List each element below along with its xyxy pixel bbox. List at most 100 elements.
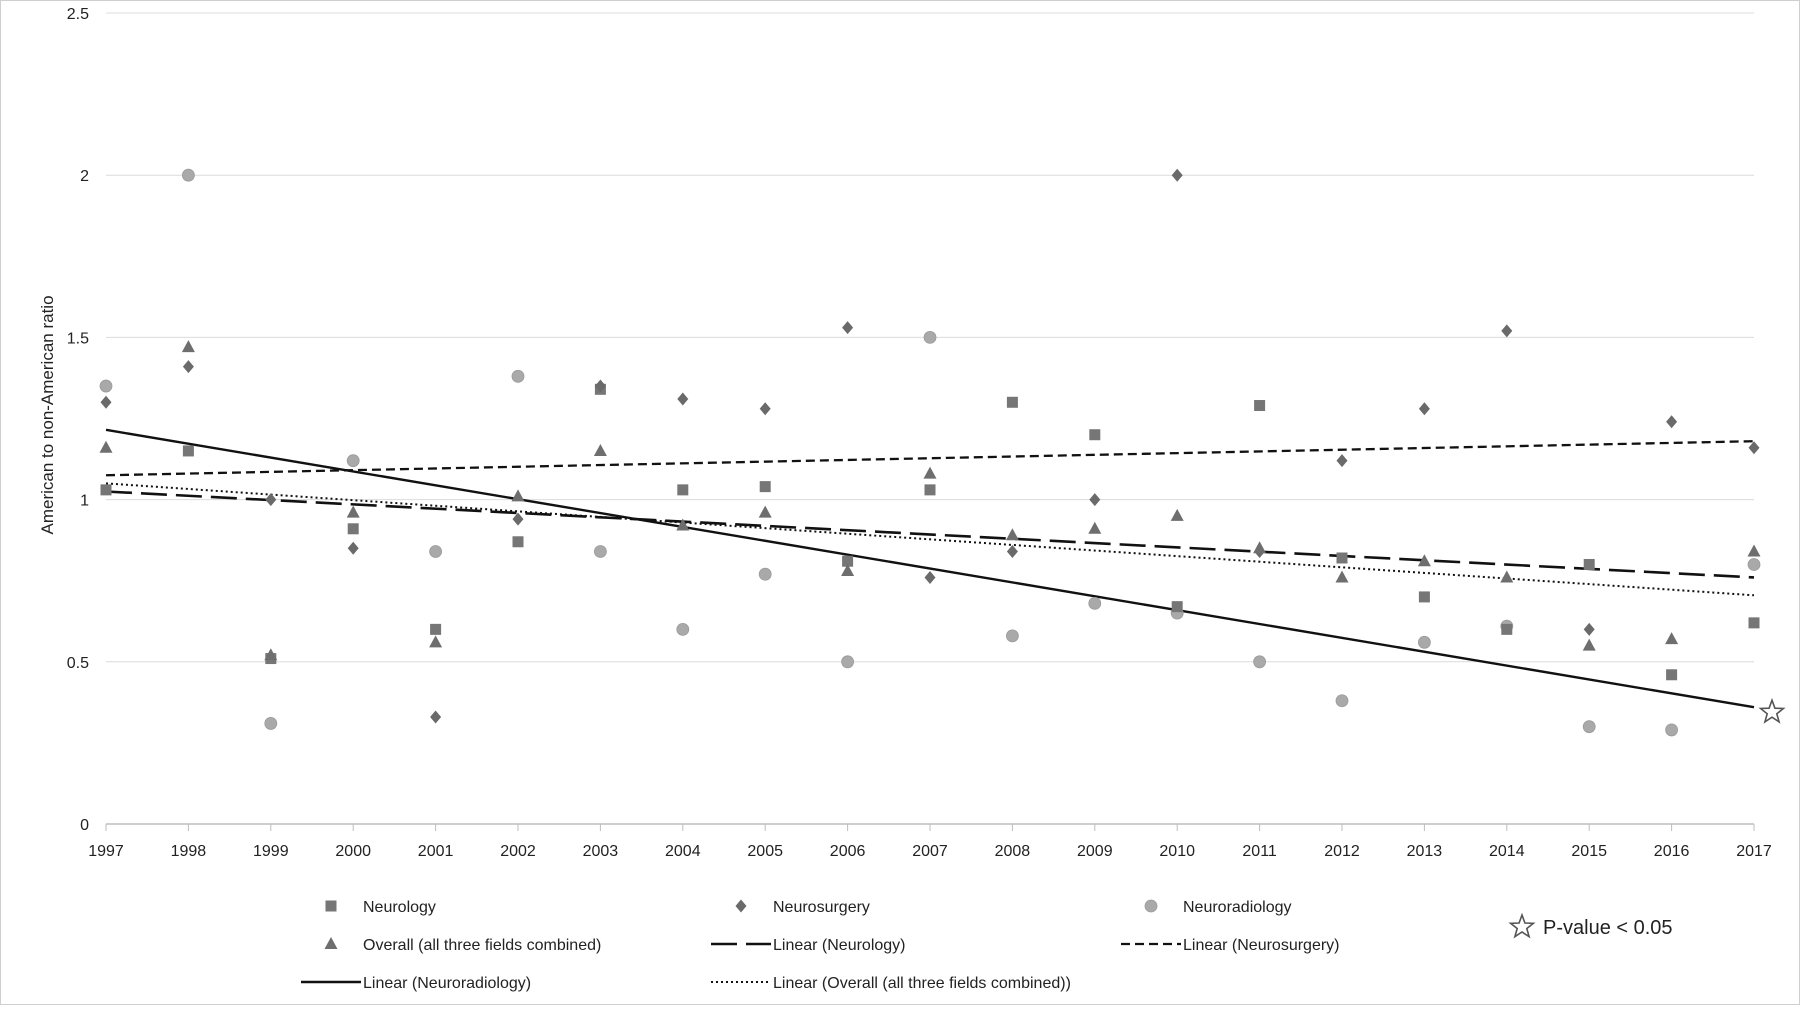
circle-marker [1418, 635, 1431, 649]
circle-marker [676, 622, 690, 636]
square-marker [1171, 601, 1183, 613]
circle-marker [99, 379, 113, 393]
legend-label: Linear (Neurology) [773, 937, 906, 954]
y-tick-label: 2 [80, 168, 89, 185]
x-tick-label: 2000 [335, 843, 371, 860]
square-marker [430, 623, 442, 635]
diamond-marker [1006, 545, 1018, 559]
x-tick-label: 2012 [1324, 843, 1360, 860]
diamond-marker [1089, 493, 1101, 507]
trendline [105, 490, 1755, 579]
square-marker [1666, 669, 1678, 681]
triangle-marker [841, 563, 855, 576]
x-tick-label: 1997 [88, 843, 124, 860]
triangle-marker [429, 635, 443, 648]
y-tick-label: 2.5 [67, 6, 89, 23]
triangle-legend-marker [324, 937, 338, 949]
triangle-marker [1005, 528, 1019, 541]
diamond-legend-marker [735, 899, 747, 913]
marker-layer [99, 168, 1786, 737]
diamond-marker [677, 392, 689, 406]
x-tick-label: 2016 [1654, 843, 1690, 860]
square-marker [1418, 591, 1430, 603]
circle-marker [1747, 558, 1761, 571]
x-tick-label: 2001 [418, 843, 454, 860]
legend-label: Neurology [363, 899, 436, 916]
trendline [105, 482, 1755, 597]
diamond-marker [1418, 402, 1430, 416]
y-tick-label: 0 [80, 817, 89, 834]
triangle-marker [1253, 541, 1267, 554]
star-icon [1508, 912, 1536, 939]
triangle-marker [264, 648, 278, 661]
diamond-marker [1583, 622, 1595, 636]
x-tick-label: 2008 [995, 843, 1031, 860]
x-tick-label: 2017 [1736, 843, 1772, 860]
x-tick-label: 2010 [1159, 843, 1195, 860]
triangle-marker [99, 440, 113, 453]
legend-item: Linear (Neurosurgery) [1121, 937, 1340, 954]
diamond-marker [100, 395, 112, 409]
legend-item: Neurosurgery [735, 899, 870, 916]
grid-layer [105, 12, 1755, 831]
legend-item: Linear (Overall (all three fields combin… [711, 975, 1071, 992]
diamond-marker [924, 570, 936, 584]
triangle-marker [511, 489, 525, 502]
circle-marker [429, 545, 443, 558]
triangle-marker [1088, 521, 1102, 534]
legend-label: Linear (Overall (all three fields combin… [773, 975, 1071, 992]
diamond-marker [512, 512, 524, 526]
square-marker [1006, 396, 1018, 408]
y-tick-label: 1.5 [67, 330, 89, 347]
x-tick-label: 2007 [912, 843, 948, 860]
legend-label: Overall (all three fields combined) [363, 937, 601, 954]
x-tick-label: 2015 [1571, 843, 1607, 860]
circle-marker [841, 655, 854, 669]
legend-label: Neurosurgery [773, 899, 870, 916]
square-marker [182, 445, 194, 457]
triangle-marker [346, 505, 360, 518]
x-tick-label: 2013 [1407, 843, 1443, 860]
square-marker [759, 481, 771, 493]
legend-item: Linear (Neuroradiology) [301, 975, 531, 992]
square-marker [1583, 558, 1595, 570]
diamond-marker [182, 360, 194, 374]
x-tick-label: 2005 [747, 843, 783, 860]
x-tick-label: 2009 [1077, 843, 1113, 860]
y-axis-label: American to non-American ratio [38, 295, 57, 534]
circle-marker [511, 369, 525, 383]
tick-layer: 0 0.5 1 1.5 2 2.5 1997 1998 1999 2000 2001 2002 2003… [67, 6, 1772, 860]
diamond-marker [1171, 168, 1183, 182]
legend-item: Linear (Neurology) [711, 937, 906, 954]
diamond-marker [759, 402, 771, 416]
x-tick-label: 2004 [665, 843, 701, 860]
y-tick-label: 0.5 [67, 655, 89, 672]
circle-marker [181, 168, 195, 182]
trendline [105, 440, 1755, 477]
diamond-marker [430, 710, 442, 724]
legend-item: Neurology [325, 899, 436, 916]
square-marker [924, 484, 936, 496]
square-marker [677, 484, 689, 496]
circle-marker [1006, 629, 1019, 643]
triangle-marker [593, 443, 607, 456]
legend-item: Neuroradiology [1144, 899, 1292, 916]
triangle-marker [923, 466, 937, 479]
legend-item-pvalue: P-value < 0.05 [1508, 912, 1673, 939]
triangle-marker [676, 518, 690, 531]
circle-marker [758, 567, 772, 581]
legend-label: Linear (Neuroradiology) [363, 975, 531, 992]
circle-legend-marker [1144, 899, 1158, 913]
diamond-marker [1336, 454, 1348, 468]
diamond-marker [842, 321, 854, 335]
diamond-marker [265, 493, 277, 507]
diamond-marker [1748, 441, 1760, 455]
square-legend-marker [325, 900, 337, 912]
x-tick-label: 2014 [1489, 843, 1525, 860]
trend-layer [105, 428, 1755, 709]
y-tick-label: 1 [80, 493, 89, 510]
x-tick-label: 2003 [583, 843, 619, 860]
x-tick-label: 1999 [253, 843, 289, 860]
circle-marker [264, 717, 278, 730]
